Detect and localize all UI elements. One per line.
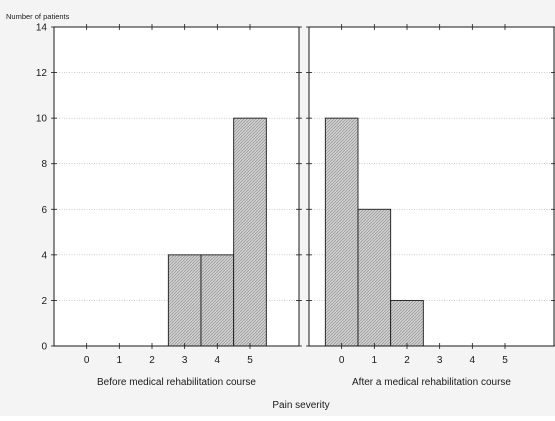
bar-2	[390, 299, 424, 347]
x-tick-label: 3	[437, 355, 443, 366]
x-tick-label: 0	[84, 355, 90, 366]
bar-5	[233, 117, 267, 347]
x-axis-label: Pain severity	[272, 400, 329, 411]
x-tick-label: 5	[502, 355, 508, 366]
x-tick-label: 4	[215, 355, 221, 366]
y-tick-label: 4	[41, 250, 47, 261]
y-tick-label: 2	[41, 296, 47, 307]
x-tick-label: 0	[339, 355, 345, 366]
y-tick-label: 0	[41, 342, 47, 353]
bar-0	[324, 117, 359, 347]
bar-3	[167, 254, 202, 347]
x-tick-label: 1	[117, 355, 123, 366]
x-tick-label: 3	[182, 355, 188, 366]
x-tick-label: 2	[404, 355, 410, 366]
y-axis-label: Number of patients	[6, 12, 70, 21]
x-tick-label: 5	[247, 355, 253, 366]
y-tick-label: 8	[41, 159, 47, 170]
x-tick-label: 4	[470, 355, 476, 366]
panel-frame	[53, 26, 300, 347]
y-tick-label: 12	[36, 68, 48, 79]
x-tick-label: 1	[372, 355, 378, 366]
bar-1	[357, 208, 392, 347]
y-tick-label: 6	[41, 205, 47, 216]
panel-2: 0 1 2 3 4 5 After a medical rehabilitation cou…	[306, 24, 555, 388]
bar-4	[200, 254, 235, 347]
panel-label: Before medical rehabilitation course	[97, 377, 256, 388]
x-tick-label: 2	[149, 355, 155, 366]
panel-frame	[308, 26, 555, 347]
y-tick-label: 14	[36, 23, 48, 34]
y-tick-label: 10	[36, 114, 48, 125]
panel-label: After a medical rehabilitation course	[352, 377, 511, 388]
